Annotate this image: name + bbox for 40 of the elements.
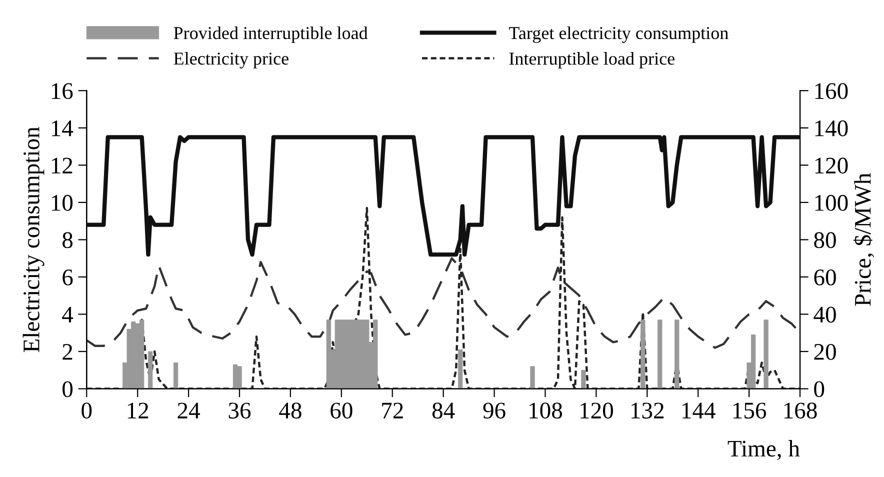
y-tick-label: 2 — [62, 344, 72, 360]
x-tick-label: 24 — [178, 402, 200, 418]
y2-tick-label: 140 — [815, 120, 848, 136]
y-tick-label: 14 — [52, 120, 74, 136]
x-tick-label: 36 — [228, 402, 251, 419]
y-tick-label: 0 — [62, 381, 73, 398]
y2-axis-title: Price, $/MWh — [853, 173, 874, 306]
y-tick-label: 4 — [62, 306, 74, 322]
legend-label: Provided interruptible load — [174, 26, 368, 43]
x-axis-title: Time, h — [728, 440, 800, 460]
y2-tick-label: 100 — [815, 194, 848, 211]
legend-label: Target electricity consumption — [509, 26, 728, 43]
x-tick-label: 108 — [530, 402, 562, 419]
x-tick-label: 12 — [128, 402, 148, 418]
y-axis-title: Electricity consumption — [22, 126, 44, 352]
y-tick-label: 8 — [62, 232, 73, 248]
x-tick-label: 96 — [483, 402, 506, 419]
y2-tick-label: 40 — [814, 306, 836, 323]
y-tick-label: 12 — [52, 158, 72, 174]
x-tick-label: 144 — [682, 402, 716, 418]
x-tick-label: 48 — [279, 402, 302, 419]
x-tick-label: 156 — [733, 402, 766, 419]
y2-tick-label: 20 — [814, 344, 836, 360]
legend-label: Electricity price — [174, 52, 288, 68]
x-tick-label: 120 — [580, 402, 614, 419]
y2-tick-label: 160 — [815, 83, 848, 100]
y-tick-label: 6 — [62, 270, 73, 286]
y-tick-label: 16 — [52, 83, 73, 100]
x-tick-label: 0 — [82, 402, 92, 419]
x-tick-label: 84 — [432, 402, 455, 419]
y2-tick-label: 120 — [815, 158, 848, 174]
x-tick-label: 168 — [784, 402, 817, 419]
y2-tick-label: 60 — [814, 269, 836, 286]
legend-label: Interruptible load price — [509, 52, 674, 68]
x-tick-label: 72 — [382, 402, 403, 418]
y2-tick-label: 0 — [814, 381, 824, 398]
x-tick-label: 60 — [330, 402, 352, 419]
y2-tick-label: 80 — [814, 232, 836, 248]
x-tick-label: 132 — [632, 402, 664, 419]
y-tick-label: 10 — [52, 194, 73, 211]
